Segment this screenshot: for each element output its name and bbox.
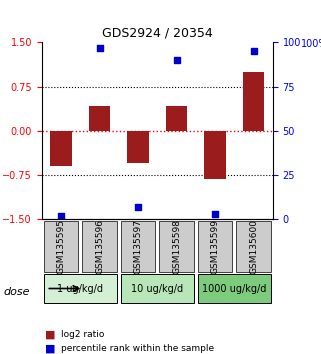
Text: GSM135600: GSM135600: [249, 218, 258, 274]
Bar: [204, 131, 226, 179]
Point: [135, 204, 141, 210]
Bar: [127, 131, 149, 164]
FancyBboxPatch shape: [44, 274, 117, 303]
Text: ■: ■: [45, 330, 56, 339]
Text: 10 ug/kg/d: 10 ug/kg/d: [131, 284, 183, 293]
Text: GSM135596: GSM135596: [95, 218, 104, 274]
FancyBboxPatch shape: [121, 274, 194, 303]
FancyBboxPatch shape: [198, 221, 232, 272]
FancyBboxPatch shape: [44, 221, 78, 272]
FancyBboxPatch shape: [236, 221, 271, 272]
Bar: [166, 106, 187, 131]
Text: log2 ratio: log2 ratio: [61, 330, 104, 339]
FancyBboxPatch shape: [82, 221, 117, 272]
FancyBboxPatch shape: [198, 274, 271, 303]
Bar: [50, 131, 72, 166]
Point: [213, 211, 218, 217]
Text: percentile rank within the sample: percentile rank within the sample: [61, 344, 214, 353]
Text: GSM135599: GSM135599: [211, 218, 220, 274]
Title: GDS2924 / 20354: GDS2924 / 20354: [102, 27, 213, 40]
Bar: [243, 72, 264, 131]
Point: [97, 45, 102, 51]
Text: GSM135598: GSM135598: [172, 218, 181, 274]
Text: GSM135595: GSM135595: [56, 218, 65, 274]
Point: [251, 48, 256, 54]
FancyBboxPatch shape: [121, 221, 155, 272]
Text: GSM135597: GSM135597: [134, 218, 143, 274]
Point: [58, 213, 64, 219]
Y-axis label: 100%: 100%: [301, 39, 321, 49]
Text: 1000 ug/kg/d: 1000 ug/kg/d: [202, 284, 266, 293]
FancyBboxPatch shape: [159, 221, 194, 272]
Bar: [89, 106, 110, 131]
Text: 1 ug/kg/d: 1 ug/kg/d: [57, 284, 103, 293]
Text: ■: ■: [45, 344, 56, 354]
Text: dose: dose: [3, 287, 30, 297]
Point: [174, 57, 179, 63]
